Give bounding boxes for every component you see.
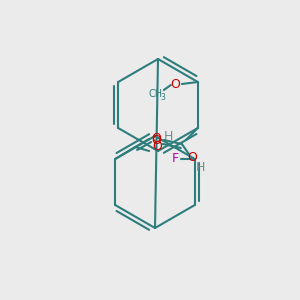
- Text: CH: CH: [149, 89, 163, 99]
- Text: O: O: [170, 77, 180, 91]
- Text: O: O: [187, 151, 197, 164]
- Text: O: O: [151, 133, 161, 146]
- Text: H: H: [196, 160, 206, 173]
- Text: O: O: [151, 134, 161, 146]
- Text: O: O: [152, 140, 162, 154]
- Text: 3: 3: [160, 92, 165, 101]
- Text: F: F: [171, 152, 178, 166]
- Text: H: H: [164, 130, 173, 143]
